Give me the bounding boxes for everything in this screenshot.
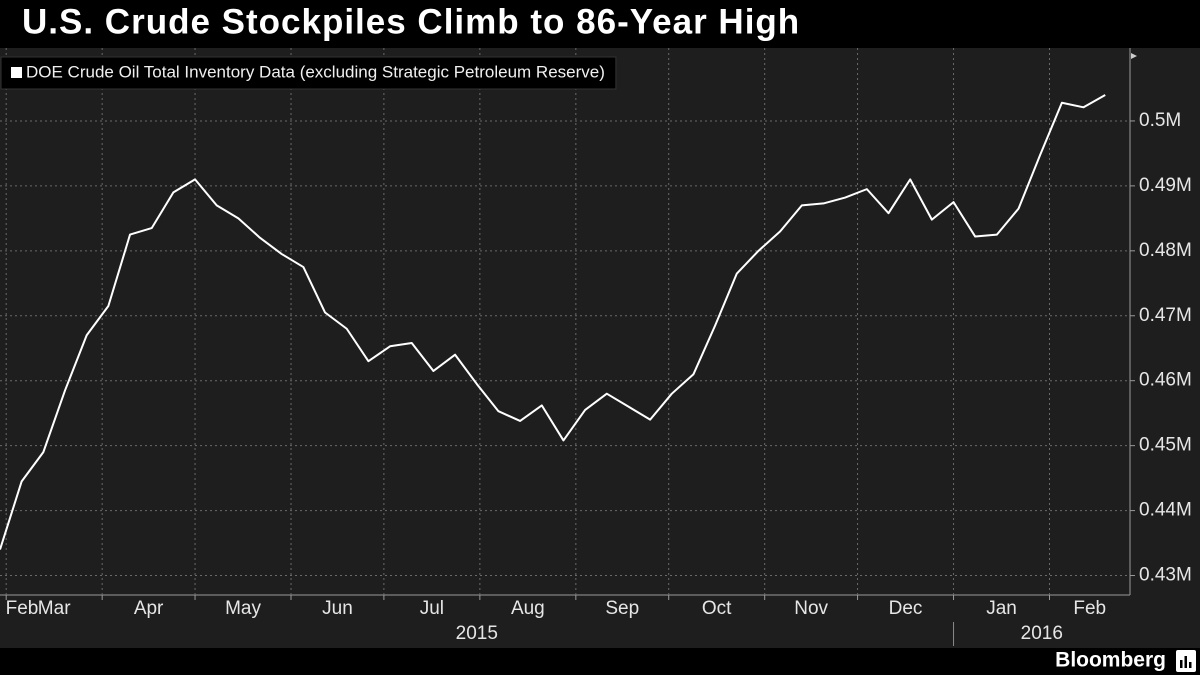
plot-background — [0, 48, 1200, 648]
chart-title: U.S. Crude Stockpiles Climb to 86-Year H… — [22, 2, 800, 41]
bloomberg-icon — [1176, 650, 1196, 672]
legend-label: DOE Crude Oil Total Inventory Data (excl… — [26, 62, 605, 81]
y-tick-label: 0.49M — [1139, 175, 1192, 196]
x-tick-label: Oct — [702, 598, 732, 619]
x-tick-label: Feb — [1073, 598, 1106, 619]
x-tick-label: May — [225, 598, 261, 619]
year-label: 2015 — [456, 623, 498, 644]
legend-swatch — [11, 67, 22, 78]
y-tick-label: 0.46M — [1139, 370, 1192, 391]
y-tick-label: 0.45M — [1139, 435, 1192, 456]
axis-arrow — [1131, 53, 1137, 59]
y-tick-label: 0.44M — [1139, 500, 1192, 521]
y-tick-label: 0.47M — [1139, 305, 1192, 326]
x-tick-label: Jul — [420, 598, 444, 619]
title-bar — [0, 0, 1200, 48]
x-tick-label: Dec — [889, 598, 923, 619]
legend-box — [0, 56, 617, 90]
year-label: 2016 — [1021, 623, 1063, 644]
x-tick-label: Apr — [134, 598, 164, 619]
legend — [0, 56, 617, 90]
x-tick-label: Jan — [986, 598, 1017, 619]
y-tick-label: 0.43M — [1139, 565, 1192, 586]
y-tick-label: 0.48M — [1139, 240, 1192, 261]
x-tick-label: Jun — [322, 598, 353, 619]
line-series — [0, 94, 1106, 550]
footer-bar — [0, 648, 1200, 675]
y-tick-label: 0.5M — [1139, 110, 1181, 131]
x-tick-label: Mar — [38, 598, 71, 619]
source: Bloomberg — [1055, 649, 1166, 672]
x-tick-label: Feb — [6, 598, 39, 619]
x-tick-label: Sep — [605, 598, 639, 619]
x-tick-label: Aug — [511, 598, 545, 619]
x-tick-label: Nov — [794, 598, 828, 619]
